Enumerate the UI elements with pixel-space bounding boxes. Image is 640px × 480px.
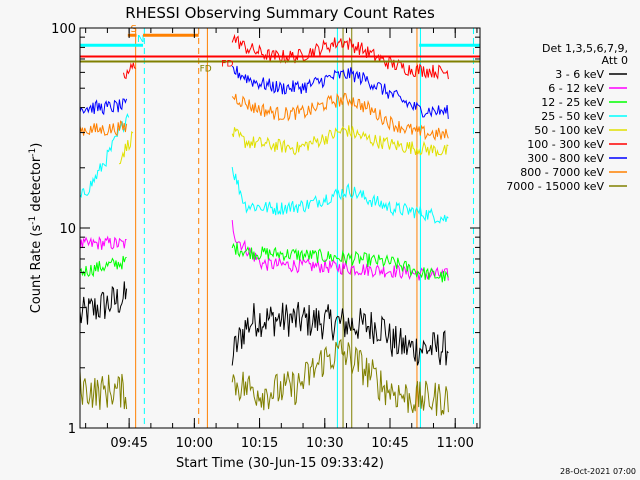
plot-area: FD FD SN bbox=[79, 24, 480, 428]
legend-label-1: 6 - 12 keV bbox=[548, 82, 604, 95]
legend-label-7: 800 - 7000 keV bbox=[520, 166, 604, 179]
footer-timestamp: 28-Oct-2021 07:00 bbox=[560, 467, 636, 476]
series-5-segment-0 bbox=[123, 62, 136, 80]
series-0 bbox=[79, 281, 449, 366]
series-7 bbox=[79, 92, 449, 141]
series-7-segment-0 bbox=[79, 120, 128, 137]
y-tick-label-1: 10 bbox=[59, 222, 76, 237]
series-0-segment-0 bbox=[79, 281, 128, 325]
series-2-segment-1 bbox=[231, 242, 449, 283]
y-tick-label-2: 100 bbox=[51, 22, 76, 37]
x-tick-label-5: 11:00 bbox=[436, 436, 473, 451]
legend-label-2: 12 - 25 keV bbox=[541, 96, 604, 109]
series-5 bbox=[123, 33, 449, 80]
x-tick-label-3: 10:30 bbox=[306, 436, 343, 451]
y-tick-label-0: 1 bbox=[68, 422, 76, 437]
legend-header-line-1: Det 1,3,5,6,7,9, bbox=[542, 42, 628, 55]
x-tick-label-4: 10:45 bbox=[371, 436, 408, 451]
series-4 bbox=[118, 125, 449, 165]
legend-label-8: 7000 - 15000 keV bbox=[506, 180, 604, 193]
series-6-segment-0 bbox=[79, 98, 128, 116]
legend-label-6: 300 - 800 keV bbox=[527, 152, 604, 165]
series-5-segment-1 bbox=[231, 33, 449, 80]
series-3-segment-1 bbox=[231, 167, 449, 224]
legend-label-0: 3 - 6 keV bbox=[555, 68, 604, 81]
legend-label-3: 25 - 50 keV bbox=[541, 110, 604, 123]
x-tick-label-1: 10:00 bbox=[176, 436, 213, 451]
series-2-segment-0 bbox=[79, 255, 127, 278]
series-1-segment-0 bbox=[79, 235, 127, 250]
series-8-segment-1 bbox=[231, 338, 449, 416]
series-7-segment-1 bbox=[231, 92, 449, 141]
chart-title: RHESSI Observing Summary Count Rates bbox=[125, 4, 435, 22]
x-axis-label: Start Time (30-Jun-15 09:33:42) bbox=[176, 456, 384, 471]
series-0-segment-1 bbox=[231, 301, 449, 366]
flag-label-1: FD bbox=[221, 60, 233, 70]
series-8-segment-0 bbox=[79, 371, 128, 410]
series-2 bbox=[79, 242, 449, 283]
flag-label-0: FD bbox=[200, 64, 212, 74]
legend-label-4: 50 - 100 keV bbox=[534, 124, 604, 137]
series-4-segment-1 bbox=[231, 125, 449, 157]
series-8 bbox=[79, 338, 449, 416]
y-axis: 1 10 100 bbox=[51, 22, 480, 437]
series-1 bbox=[79, 220, 449, 281]
x-tick-label-2: 10:15 bbox=[241, 436, 278, 451]
x-tick-label-0: 09:45 bbox=[110, 436, 147, 451]
legend-label-5: 100 - 300 keV bbox=[527, 138, 604, 151]
legend-header-line-2: Att 0 bbox=[602, 54, 628, 67]
status-label-1: N bbox=[137, 34, 144, 45]
series-1-segment-1 bbox=[231, 220, 449, 281]
series-6 bbox=[79, 65, 449, 119]
series-4-segment-0 bbox=[118, 131, 134, 165]
series-6-segment-1 bbox=[231, 65, 449, 119]
y-axis-label: Count Rate (s-1 detector-1) bbox=[28, 143, 44, 314]
status-label-0: S bbox=[131, 24, 137, 35]
x-axis: 09:45 10:00 10:15 10:30 10:45 11:00 bbox=[85, 28, 478, 451]
